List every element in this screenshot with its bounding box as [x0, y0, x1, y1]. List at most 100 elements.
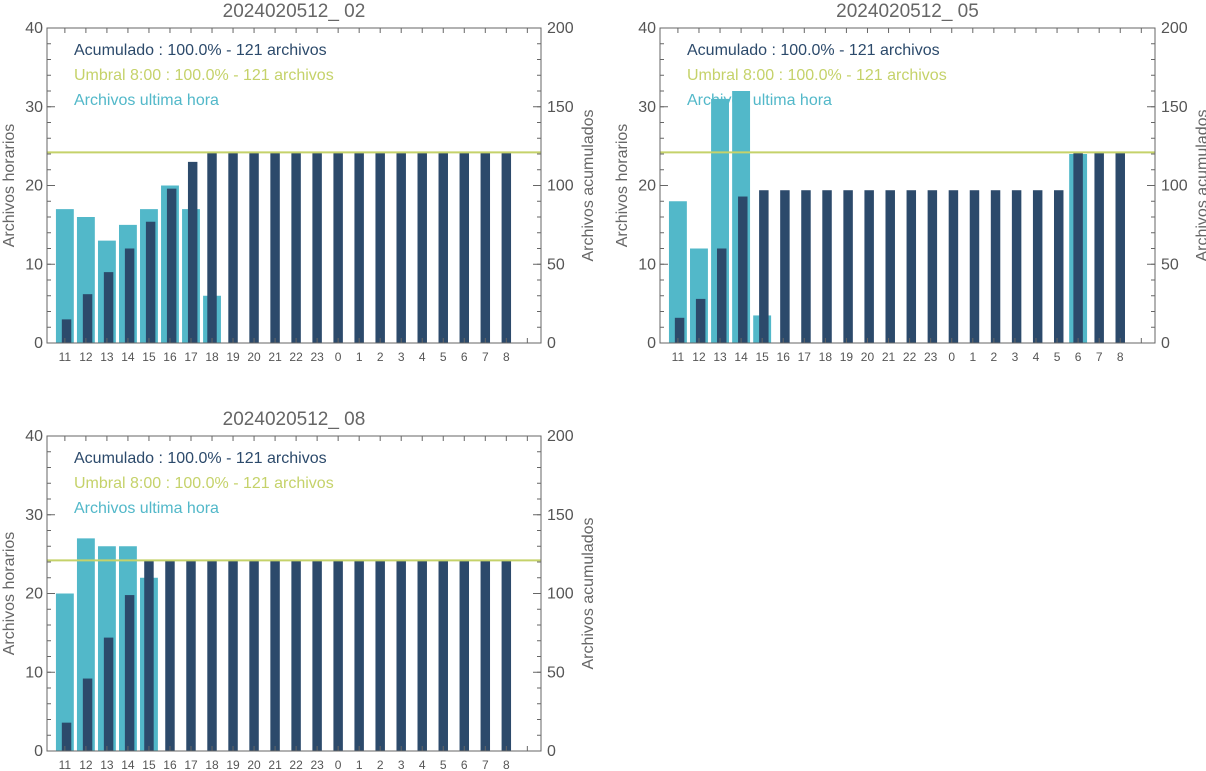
ytick-left-label: 40 — [638, 20, 656, 37]
xtick-label: 14 — [121, 758, 135, 771]
xtick-label: 4 — [419, 350, 426, 364]
bar-cumulative — [501, 152, 512, 343]
bar-cumulative — [354, 560, 364, 751]
bar-cumulative — [480, 152, 491, 343]
bar-cumulative — [864, 190, 874, 343]
bar-cumulative — [165, 560, 175, 751]
legend-entry: Umbral 8:00 : 100.0% - 121 archivos — [74, 475, 334, 492]
xtick-label: 21 — [268, 758, 282, 771]
xtick-label: 4 — [419, 758, 426, 771]
ytick-left-label: 20 — [638, 178, 656, 195]
xtick-label: 17 — [184, 758, 198, 771]
xtick-label: 23 — [310, 350, 324, 364]
xtick-label: 18 — [205, 350, 219, 364]
legend-entry: Umbral 8:00 : 100.0% - 121 archivos — [74, 67, 334, 84]
xtick-label: 15 — [142, 758, 156, 771]
xtick-label: 21 — [268, 350, 282, 364]
ytick-right-label: 200 — [547, 428, 574, 445]
xtick-label: 6 — [461, 350, 468, 364]
legend-entry: Archivos ultima hora — [687, 92, 832, 109]
bar-hourly — [55, 209, 74, 343]
bar-cumulative — [459, 560, 470, 751]
ylabel-right: Archivos acumulados — [580, 109, 597, 261]
ytick-right-label: 150 — [1161, 99, 1188, 116]
xtick-label: 7 — [482, 758, 489, 771]
legend-entry: Archivos ultima hora — [74, 92, 219, 109]
bar-cumulative — [207, 560, 217, 751]
xtick-label: 11 — [672, 350, 685, 364]
bar-cumulative — [375, 152, 385, 343]
xtick-label: 3 — [1012, 350, 1019, 364]
chart-title: 2024020512_ 02 — [223, 1, 366, 22]
xtick-label: 5 — [1054, 350, 1061, 364]
bar-cumulative — [438, 152, 448, 343]
ytick-right-label: 50 — [547, 664, 565, 681]
bar-cumulative — [1073, 152, 1083, 343]
bar-cumulative — [375, 560, 385, 751]
xtick-label: 19 — [840, 350, 854, 364]
xtick-label: 20 — [247, 350, 261, 364]
legend-entry: Acumulado : 100.0% - 121 archivos — [74, 42, 327, 59]
bar-cumulative — [333, 152, 343, 343]
xtick-label: 1 — [356, 350, 363, 364]
xtick-label: 13 — [100, 758, 114, 771]
bar-cumulative — [948, 190, 959, 343]
ytick-left-label: 20 — [25, 178, 43, 195]
xtick-label: 18 — [819, 350, 833, 364]
bar-cumulative — [228, 560, 238, 751]
bar-cumulative — [927, 190, 938, 343]
bar-cumulative — [738, 196, 748, 343]
ytick-left-label: 0 — [34, 335, 43, 352]
bar-cumulative — [1011, 190, 1022, 343]
xtick-label: 0 — [948, 350, 955, 364]
xtick-label: 16 — [163, 758, 177, 771]
xtick-label: 13 — [713, 350, 727, 364]
bar-cumulative — [459, 152, 470, 343]
ytick-left-label: 10 — [638, 256, 656, 273]
bar-cumulative — [674, 317, 685, 343]
bar-cumulative — [843, 190, 853, 343]
ytick-right-label: 0 — [1161, 335, 1170, 352]
xtick-label: 5 — [440, 350, 447, 364]
ytick-left-label: 20 — [25, 586, 43, 603]
xtick-label: 8 — [503, 758, 510, 771]
bar-cumulative — [885, 190, 895, 343]
bar-cumulative — [103, 637, 114, 751]
xtick-label: 2 — [377, 350, 384, 364]
xtick-label: 21 — [882, 350, 896, 364]
xtick-label: 12 — [79, 350, 93, 364]
bar-cumulative — [1032, 190, 1043, 343]
xtick-label: 22 — [289, 758, 303, 771]
bar-cumulative — [144, 560, 154, 751]
xtick-label: 0 — [335, 350, 342, 364]
xtick-label: 14 — [121, 350, 135, 364]
bar-cumulative — [480, 560, 491, 751]
xtick-label: 0 — [335, 758, 342, 771]
xtick-label: 19 — [226, 350, 240, 364]
bar-cumulative — [228, 152, 238, 343]
bar-cumulative — [822, 190, 832, 343]
xtick-label: 7 — [482, 350, 489, 364]
xtick-label: 3 — [398, 350, 405, 364]
bar-cumulative — [1115, 152, 1125, 343]
legend-entry: Archivos ultima hora — [74, 500, 219, 517]
xtick-label: 2 — [991, 350, 998, 364]
ytick-left-label: 0 — [647, 335, 656, 352]
ytick-left-label: 30 — [638, 99, 656, 116]
bar-cumulative — [716, 248, 727, 343]
ytick-left-label: 40 — [25, 20, 43, 37]
ytick-right-label: 100 — [547, 178, 574, 195]
xtick-label: 23 — [924, 350, 938, 364]
xtick-label: 12 — [79, 758, 93, 771]
bar-cumulative — [333, 560, 343, 751]
bar-cumulative — [780, 190, 790, 343]
xtick-label: 6 — [1075, 350, 1082, 364]
ytick-right-label: 200 — [1161, 20, 1188, 37]
ytick-right-label: 0 — [547, 743, 556, 760]
xtick-label: 17 — [184, 350, 198, 364]
chart-title: 2024020512_ 08 — [223, 409, 366, 430]
bar-cumulative — [396, 152, 406, 343]
